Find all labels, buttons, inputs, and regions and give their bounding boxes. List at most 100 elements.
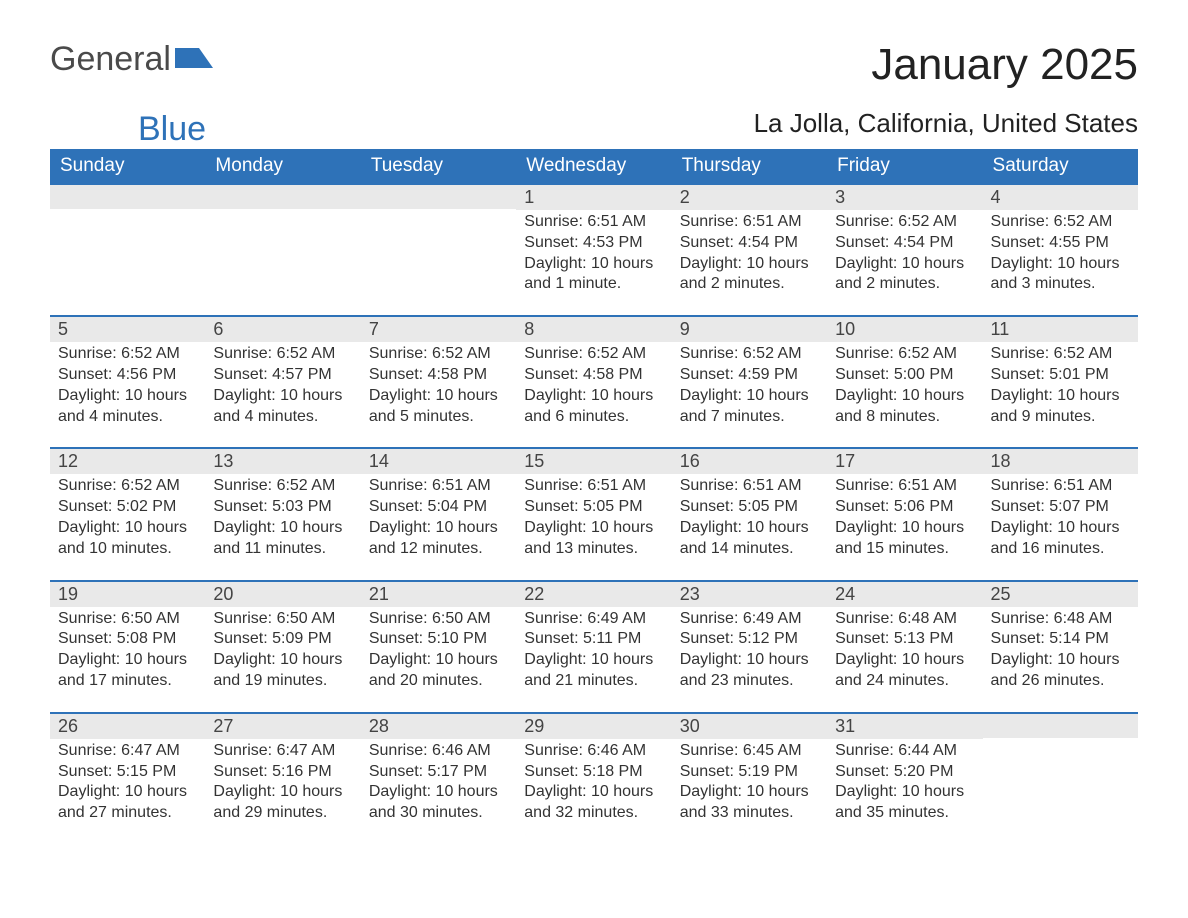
logo-text-general: General xyxy=(50,40,171,79)
sunset-line: Sunset: 5:18 PM xyxy=(524,762,663,783)
week-row: 19Sunrise: 6:50 AMSunset: 5:08 PMDayligh… xyxy=(50,580,1138,712)
day-number: 22 xyxy=(516,582,671,607)
day-cell: 24Sunrise: 6:48 AMSunset: 5:13 PMDayligh… xyxy=(827,582,982,712)
sunset-line: Sunset: 4:58 PM xyxy=(524,365,663,386)
sunrise-line: Sunrise: 6:48 AM xyxy=(991,609,1130,630)
day-body: Sunrise: 6:48 AMSunset: 5:13 PMDaylight:… xyxy=(827,607,982,712)
day-body: Sunrise: 6:51 AMSunset: 5:05 PMDaylight:… xyxy=(516,474,671,579)
day-cell: 17Sunrise: 6:51 AMSunset: 5:06 PMDayligh… xyxy=(827,449,982,579)
daylight-line: Daylight: 10 hours and 33 minutes. xyxy=(680,782,819,824)
sunset-line: Sunset: 5:05 PM xyxy=(524,497,663,518)
sunrise-line: Sunrise: 6:45 AM xyxy=(680,741,819,762)
sunset-line: Sunset: 5:19 PM xyxy=(680,762,819,783)
day-number: 30 xyxy=(672,714,827,739)
day-body: Sunrise: 6:50 AMSunset: 5:08 PMDaylight:… xyxy=(50,607,205,712)
sunrise-line: Sunrise: 6:52 AM xyxy=(835,344,974,365)
daylight-line: Daylight: 10 hours and 30 minutes. xyxy=(369,782,508,824)
day-body: Sunrise: 6:46 AMSunset: 5:18 PMDaylight:… xyxy=(516,739,671,844)
day-cell: 25Sunrise: 6:48 AMSunset: 5:14 PMDayligh… xyxy=(983,582,1138,712)
day-body: Sunrise: 6:52 AMSunset: 5:00 PMDaylight:… xyxy=(827,342,982,447)
daylight-line: Daylight: 10 hours and 10 minutes. xyxy=(58,518,197,560)
sunset-line: Sunset: 4:58 PM xyxy=(369,365,508,386)
weekday-header: Tuesday xyxy=(361,149,516,183)
sunrise-line: Sunrise: 6:52 AM xyxy=(680,344,819,365)
weeks-container: 1Sunrise: 6:51 AMSunset: 4:53 PMDaylight… xyxy=(50,183,1138,844)
weekday-header: Saturday xyxy=(983,149,1138,183)
day-body: Sunrise: 6:50 AMSunset: 5:09 PMDaylight:… xyxy=(205,607,360,712)
sunrise-line: Sunrise: 6:51 AM xyxy=(369,476,508,497)
day-cell xyxy=(205,185,360,315)
day-cell: 8Sunrise: 6:52 AMSunset: 4:58 PMDaylight… xyxy=(516,317,671,447)
day-cell: 10Sunrise: 6:52 AMSunset: 5:00 PMDayligh… xyxy=(827,317,982,447)
sunset-line: Sunset: 5:13 PM xyxy=(835,629,974,650)
sunrise-line: Sunrise: 6:51 AM xyxy=(524,212,663,233)
sunset-line: Sunset: 5:07 PM xyxy=(991,497,1130,518)
day-body: Sunrise: 6:51 AMSunset: 5:05 PMDaylight:… xyxy=(672,474,827,579)
day-body: Sunrise: 6:52 AMSunset: 4:58 PMDaylight:… xyxy=(361,342,516,447)
sunrise-line: Sunrise: 6:49 AM xyxy=(680,609,819,630)
day-number: 4 xyxy=(983,185,1138,210)
day-body: Sunrise: 6:51 AMSunset: 4:54 PMDaylight:… xyxy=(672,210,827,315)
daylight-line: Daylight: 10 hours and 23 minutes. xyxy=(680,650,819,692)
day-body: Sunrise: 6:48 AMSunset: 5:14 PMDaylight:… xyxy=(983,607,1138,712)
weekday-header: Monday xyxy=(205,149,360,183)
day-number: 31 xyxy=(827,714,982,739)
day-number-empty xyxy=(361,185,516,209)
sunrise-line: Sunrise: 6:50 AM xyxy=(369,609,508,630)
day-number: 25 xyxy=(983,582,1138,607)
day-body: Sunrise: 6:47 AMSunset: 5:16 PMDaylight:… xyxy=(205,739,360,844)
day-number-empty xyxy=(50,185,205,209)
day-body: Sunrise: 6:52 AMSunset: 4:58 PMDaylight:… xyxy=(516,342,671,447)
daylight-line: Daylight: 10 hours and 14 minutes. xyxy=(680,518,819,560)
day-number: 9 xyxy=(672,317,827,342)
sunrise-line: Sunrise: 6:51 AM xyxy=(680,212,819,233)
daylight-line: Daylight: 10 hours and 17 minutes. xyxy=(58,650,197,692)
day-cell: 19Sunrise: 6:50 AMSunset: 5:08 PMDayligh… xyxy=(50,582,205,712)
day-number: 11 xyxy=(983,317,1138,342)
calendar-grid: SundayMondayTuesdayWednesdayThursdayFrid… xyxy=(50,149,1138,844)
day-number: 12 xyxy=(50,449,205,474)
sunset-line: Sunset: 5:20 PM xyxy=(835,762,974,783)
day-body: Sunrise: 6:52 AMSunset: 4:56 PMDaylight:… xyxy=(50,342,205,447)
daylight-line: Daylight: 10 hours and 16 minutes. xyxy=(991,518,1130,560)
sunset-line: Sunset: 5:16 PM xyxy=(213,762,352,783)
sunrise-line: Sunrise: 6:52 AM xyxy=(58,476,197,497)
daylight-line: Daylight: 10 hours and 6 minutes. xyxy=(524,386,663,428)
daylight-line: Daylight: 10 hours and 27 minutes. xyxy=(58,782,197,824)
sunrise-line: Sunrise: 6:52 AM xyxy=(213,344,352,365)
day-body: Sunrise: 6:52 AMSunset: 4:55 PMDaylight:… xyxy=(983,210,1138,315)
daylight-line: Daylight: 10 hours and 12 minutes. xyxy=(369,518,508,560)
day-number: 5 xyxy=(50,317,205,342)
day-cell: 7Sunrise: 6:52 AMSunset: 4:58 PMDaylight… xyxy=(361,317,516,447)
day-body: Sunrise: 6:52 AMSunset: 5:01 PMDaylight:… xyxy=(983,342,1138,447)
day-cell: 20Sunrise: 6:50 AMSunset: 5:09 PMDayligh… xyxy=(205,582,360,712)
day-cell xyxy=(983,714,1138,844)
day-number: 17 xyxy=(827,449,982,474)
day-number: 18 xyxy=(983,449,1138,474)
weekday-header: Thursday xyxy=(672,149,827,183)
header: General January 2025 xyxy=(50,40,1138,90)
day-cell xyxy=(361,185,516,315)
day-body: Sunrise: 6:52 AMSunset: 5:03 PMDaylight:… xyxy=(205,474,360,579)
day-number: 21 xyxy=(361,582,516,607)
sunset-line: Sunset: 5:11 PM xyxy=(524,629,663,650)
month-title: January 2025 xyxy=(871,40,1138,90)
sunset-line: Sunset: 5:00 PM xyxy=(835,365,974,386)
day-cell: 9Sunrise: 6:52 AMSunset: 4:59 PMDaylight… xyxy=(672,317,827,447)
sunset-line: Sunset: 4:54 PM xyxy=(835,233,974,254)
sunset-line: Sunset: 4:59 PM xyxy=(680,365,819,386)
day-cell: 31Sunrise: 6:44 AMSunset: 5:20 PMDayligh… xyxy=(827,714,982,844)
day-body: Sunrise: 6:51 AMSunset: 5:04 PMDaylight:… xyxy=(361,474,516,579)
daylight-line: Daylight: 10 hours and 2 minutes. xyxy=(835,254,974,296)
day-body: Sunrise: 6:45 AMSunset: 5:19 PMDaylight:… xyxy=(672,739,827,844)
sunrise-line: Sunrise: 6:52 AM xyxy=(213,476,352,497)
daylight-line: Daylight: 10 hours and 15 minutes. xyxy=(835,518,974,560)
day-number: 20 xyxy=(205,582,360,607)
day-body: Sunrise: 6:51 AMSunset: 5:06 PMDaylight:… xyxy=(827,474,982,579)
daylight-line: Daylight: 10 hours and 9 minutes. xyxy=(991,386,1130,428)
week-row: 5Sunrise: 6:52 AMSunset: 4:56 PMDaylight… xyxy=(50,315,1138,447)
daylight-line: Daylight: 10 hours and 3 minutes. xyxy=(991,254,1130,296)
day-cell: 21Sunrise: 6:50 AMSunset: 5:10 PMDayligh… xyxy=(361,582,516,712)
day-body: Sunrise: 6:52 AMSunset: 4:59 PMDaylight:… xyxy=(672,342,827,447)
week-row: 12Sunrise: 6:52 AMSunset: 5:02 PMDayligh… xyxy=(50,447,1138,579)
